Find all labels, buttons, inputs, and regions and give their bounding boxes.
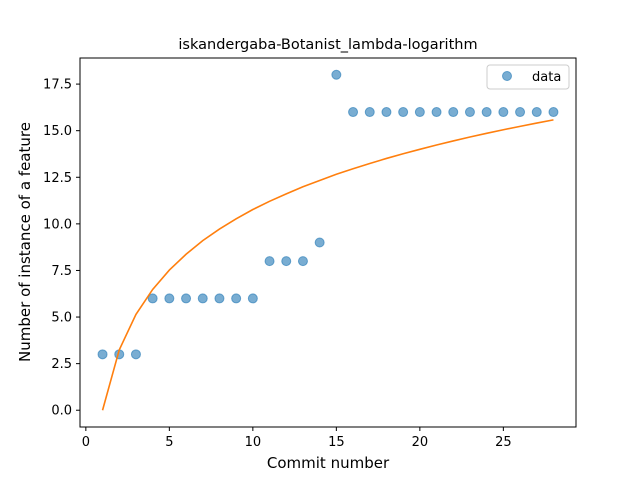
data-point xyxy=(381,107,392,118)
data-point xyxy=(214,293,225,304)
data-point xyxy=(498,107,509,118)
data-point xyxy=(414,107,425,118)
data-point xyxy=(515,107,526,118)
x-tick-label: 25 xyxy=(495,435,512,450)
data-point xyxy=(398,107,409,118)
legend: data xyxy=(486,64,570,90)
data-point xyxy=(130,349,141,360)
data-point xyxy=(331,69,342,80)
data-point xyxy=(147,293,158,304)
chart-title: iskandergaba-Botanist_lambda-logarithm xyxy=(178,37,477,53)
fit-line xyxy=(101,119,554,411)
x-axis-label: Commit number xyxy=(267,454,390,472)
x-tick-label: 5 xyxy=(165,435,173,450)
data-point xyxy=(247,293,258,304)
y-axis-label: Number of instance of a feature xyxy=(16,122,34,362)
data-point xyxy=(531,107,542,118)
data-point xyxy=(297,256,308,267)
y-tick-label: 0.0 xyxy=(51,404,72,419)
y-axis: 0.0 2.5 5.0 7.5 10.0 12.5 15.0 17.5 xyxy=(43,78,80,419)
y-tick-label: 7.5 xyxy=(51,264,72,279)
data-point xyxy=(481,107,492,118)
legend-label-data: data xyxy=(532,70,561,85)
data-point xyxy=(197,293,208,304)
x-tick-label: 20 xyxy=(412,435,429,450)
y-tick-label: 2.5 xyxy=(51,357,72,372)
data-point xyxy=(97,349,108,360)
data-point xyxy=(181,293,192,304)
data-point xyxy=(448,107,459,118)
data-point xyxy=(264,256,275,267)
data-point xyxy=(364,107,375,118)
data-point xyxy=(431,107,442,118)
y-tick-label: 17.5 xyxy=(43,78,72,93)
x-tick-label: 10 xyxy=(245,435,262,450)
data-point xyxy=(231,293,242,304)
legend-box xyxy=(486,64,570,90)
x-tick-label: 0 xyxy=(82,435,90,450)
y-tick-label: 12.5 xyxy=(43,171,72,186)
data-point xyxy=(348,107,359,118)
data-point xyxy=(281,256,292,267)
plot-area xyxy=(97,69,559,411)
legend-marker-data xyxy=(502,71,512,81)
x-axis: 0 5 10 15 20 25 xyxy=(82,427,512,450)
data-point xyxy=(548,107,559,118)
data-point xyxy=(314,237,325,248)
y-tick-label: 10.0 xyxy=(43,217,72,232)
y-tick-label: 15.0 xyxy=(43,124,72,139)
y-tick-label: 5.0 xyxy=(51,311,72,326)
data-point xyxy=(464,107,475,118)
x-tick-label: 15 xyxy=(328,435,345,450)
data-point xyxy=(164,293,175,304)
axes-frame xyxy=(79,57,577,428)
